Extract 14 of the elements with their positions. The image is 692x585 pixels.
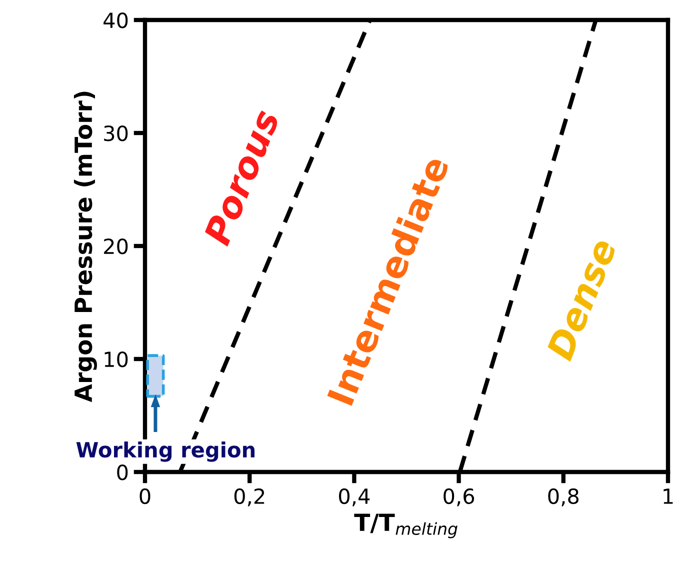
- x-tick-label: 0,4: [339, 488, 370, 506]
- y-axis-title: Argon Pressure (mTorr): [74, 92, 97, 402]
- y-tick-label: 40: [104, 12, 128, 28]
- y-tick-label: 20: [104, 238, 128, 254]
- y-tick-label: 10: [104, 351, 128, 368]
- annotation: Working region: [76, 441, 254, 462]
- x-tick-label: 0,6: [444, 488, 474, 506]
- y-tick-label: 30: [104, 125, 128, 142]
- x-axis-title: T/T$_{melting}$: [354, 514, 458, 538]
- x-tick-label: 1: [664, 488, 673, 504]
- x-tick-label: 0,2: [234, 488, 264, 506]
- y-tick-label: 0: [117, 464, 128, 480]
- x-tick-label: 0,8: [548, 488, 579, 506]
- x-tick-label: 0: [140, 488, 150, 504]
